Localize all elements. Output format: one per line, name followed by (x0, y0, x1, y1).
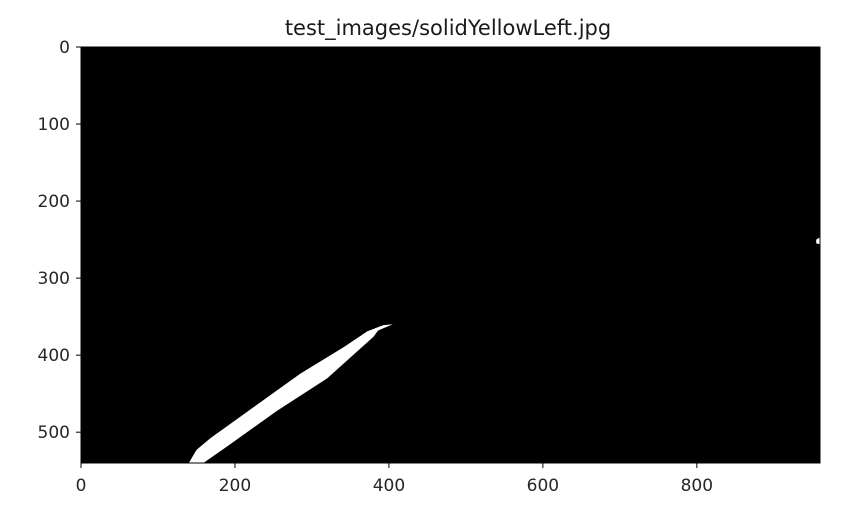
plot-frame (80, 46, 821, 464)
right-edge-spot (816, 237, 820, 245)
x-axis: 0 200 400 600 800 (76, 463, 713, 496)
y-tick-label: 200 (38, 192, 70, 212)
y-tick-label: 0 (59, 38, 70, 58)
x-tick-label: 0 (76, 476, 87, 496)
x-tick-label: 200 (219, 476, 251, 496)
y-tick-label: 100 (38, 115, 70, 135)
y-axis: 0 100 200 300 400 500 (38, 38, 81, 443)
mask-layer (188, 237, 820, 463)
y-tick-label: 400 (38, 346, 70, 366)
chart-title: test_images/solidYellowLeft.jpg (285, 16, 611, 41)
y-tick-label: 500 (38, 423, 70, 443)
left-lane-line (188, 324, 393, 463)
x-tick-label: 400 (373, 476, 405, 496)
x-tick-label: 800 (681, 476, 713, 496)
x-tick-label: 600 (527, 476, 559, 496)
y-tick-label: 300 (38, 269, 70, 289)
image-plot-area (81, 47, 820, 463)
